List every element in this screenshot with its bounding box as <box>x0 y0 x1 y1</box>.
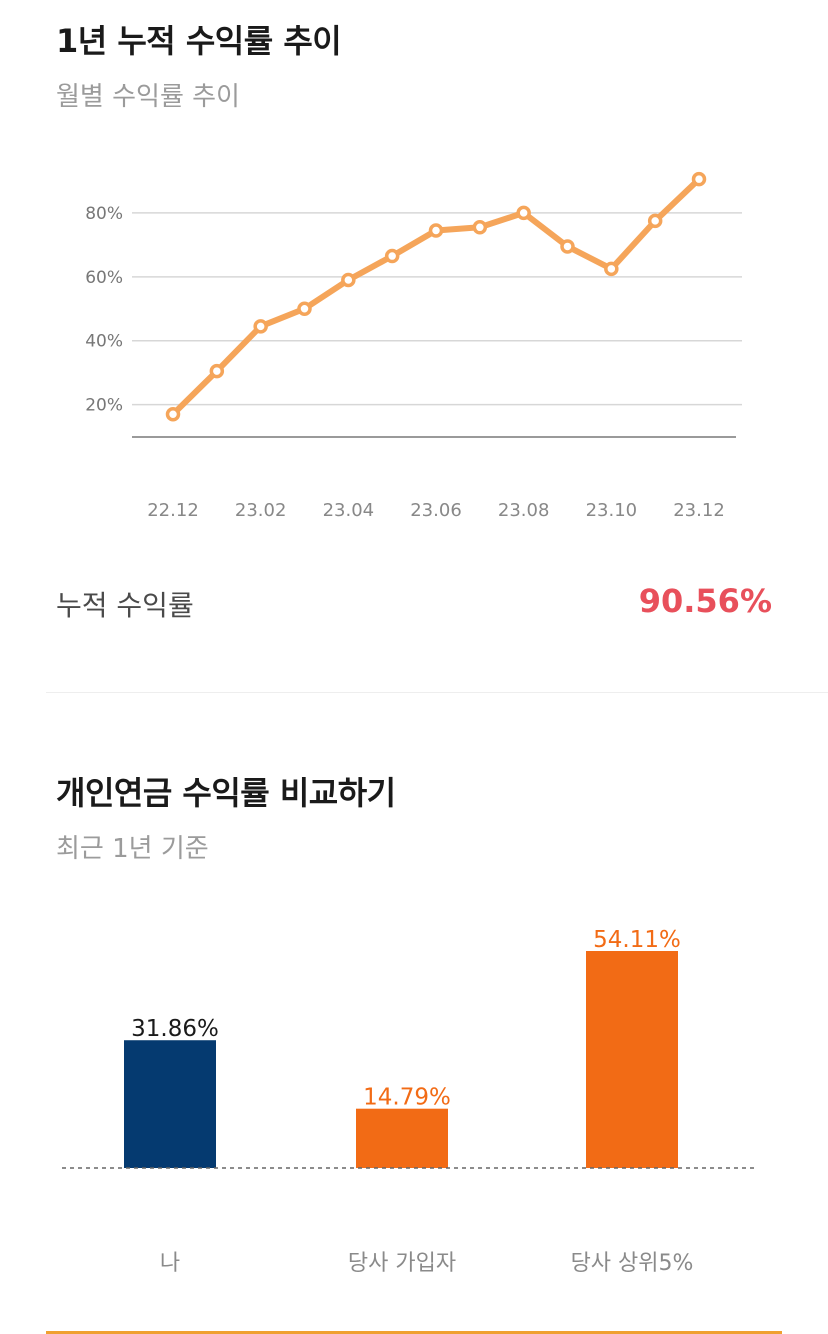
data-point <box>384 248 400 264</box>
trend-section-subtitle: 월별 수익률 추이 <box>56 82 240 112</box>
bar <box>356 1108 448 1168</box>
category-label: 당사 가입자 <box>348 1251 456 1276</box>
data-point <box>472 220 488 235</box>
section-divider <box>46 692 828 693</box>
bar-value-label: 31.86% <box>131 1016 219 1042</box>
category-label: 나 <box>160 1251 180 1276</box>
y-tick-label: 20% <box>85 396 123 416</box>
cumulative-return-line-chart: 20% 40% 60% 80% 22.12 23.02 23.04 23.06 23.08 23.… <box>85 171 742 521</box>
x-tick-label: 23.04 <box>323 500 375 521</box>
cumulative-return-label: 누적 수익률 <box>56 589 194 622</box>
x-tick-label: 23.02 <box>235 500 287 521</box>
data-point <box>560 239 575 254</box>
bar <box>586 951 678 1168</box>
data-point <box>516 205 531 221</box>
data-point <box>165 406 181 422</box>
bottom-accent-line <box>46 1331 782 1334</box>
data-point <box>341 272 356 288</box>
data-point <box>253 319 268 334</box>
y-tick-label: 60% <box>85 268 123 288</box>
data-point <box>691 171 707 187</box>
cumulative-return-value: 90.56% <box>638 582 772 620</box>
category-label: 당사 상위5% <box>571 1251 694 1276</box>
x-tick-label: 23.08 <box>498 500 550 521</box>
compare-section-subtitle: 최근 1년 기준 <box>56 834 209 864</box>
data-point <box>647 213 663 229</box>
y-tick-label: 80% <box>85 204 123 224</box>
x-tick-label: 23.06 <box>410 500 462 521</box>
data-point <box>604 261 619 277</box>
data-point <box>428 223 444 238</box>
data-point <box>297 301 312 317</box>
pension-return-bar-chart: 31.86% 나 14.79% 당사 가입자 54.11% 당사 상위5% <box>62 927 756 1276</box>
x-tick-label: 22.12 <box>147 500 199 521</box>
compare-section-title: 개인연금 수익률 비교하기 <box>56 774 396 812</box>
x-tick-label: 23.12 <box>673 500 725 521</box>
bar-value-label: 14.79% <box>363 1085 451 1111</box>
bar <box>124 1040 216 1168</box>
x-tick-label: 23.10 <box>586 500 638 521</box>
trend-section-title: 1년 누적 수익률 추이 <box>56 22 342 60</box>
series-line <box>170 176 702 418</box>
bar-value-label: 54.11% <box>593 927 681 953</box>
y-tick-label: 40% <box>85 332 123 352</box>
data-point <box>209 363 225 379</box>
